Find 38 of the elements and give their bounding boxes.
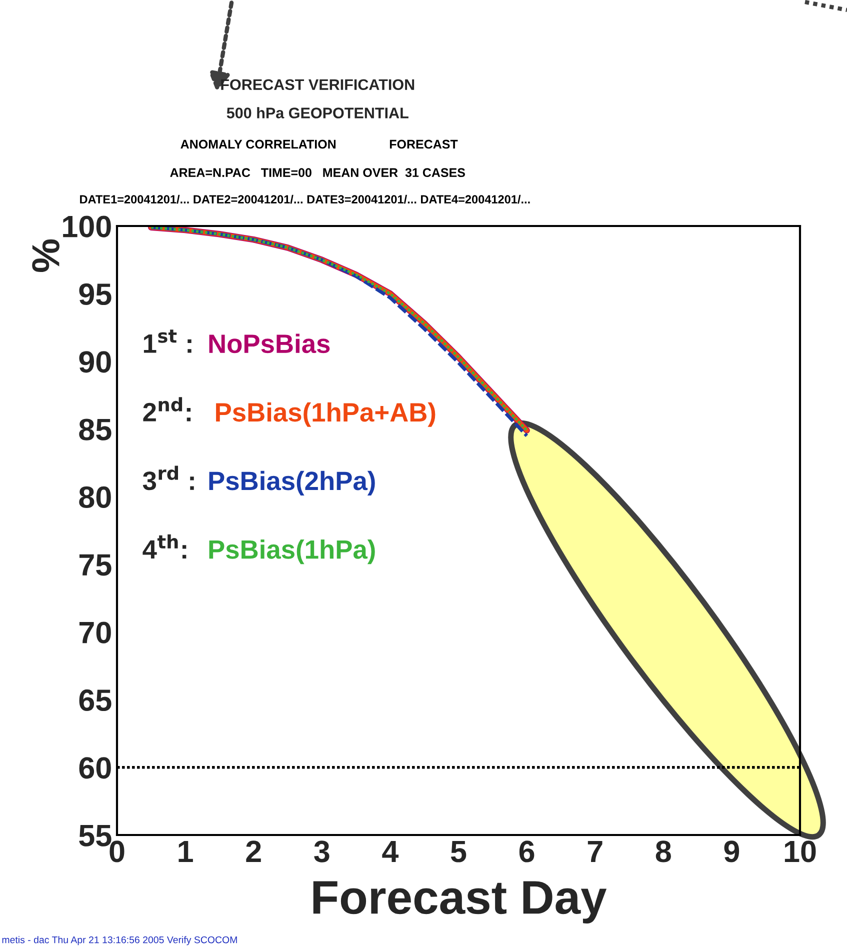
- y-tick-label: 60: [79, 757, 111, 779]
- text: DATE1=20041201/... DATE2=20041201/... DATE3=20041201/... DATE4=20041201/...: [80, 194, 530, 204]
- y-tick-label: 80: [79, 486, 111, 508]
- x-tick-label: 4: [382, 840, 399, 862]
- y-tick-label: 95: [79, 283, 112, 306]
- series-label: PsBias(1hPa+AB): [216, 402, 436, 427]
- x-tick-label: 6: [519, 840, 534, 862]
- y-axis-title: %: [32, 239, 60, 272]
- y-tick-label: 75: [79, 554, 112, 576]
- x-tick-label: 10: [784, 840, 816, 862]
- annotation: 2$^{nd}$:: [143, 397, 191, 422]
- x-tick-label: 3: [314, 840, 330, 862]
- y-tick-label: 55: [79, 825, 112, 846]
- x-tick-label: 7: [588, 840, 602, 862]
- y-tick-label: 70: [79, 622, 111, 644]
- x-tick-label: 5: [450, 840, 466, 862]
- x-tick-label: 1: [178, 840, 193, 862]
- text: ANOMALY CORRELATION: [180, 140, 336, 149]
- y-tick-label: 100: [63, 216, 111, 238]
- text: metis - dac Thu Apr 21 13:16:56 2005 Verify SCOCOM: [2, 936, 237, 946]
- x-tick-label: 2: [246, 840, 261, 862]
- y-tick-label: 90: [79, 351, 111, 373]
- y-tick-label: 65: [79, 689, 112, 712]
- annotation: 4$^{th}$:: [142, 534, 186, 558]
- text: NoPsBias: [209, 334, 330, 354]
- text: PsBias(2hPa): [209, 470, 375, 496]
- text: PsBias(1hPa): [209, 539, 375, 564]
- x-axis-title: Forecast Day: [313, 881, 607, 924]
- chart-title: FORECAST VERIFICATION: [221, 79, 414, 90]
- x-tick-label: 0: [110, 840, 124, 862]
- x-tick-label: 9: [724, 840, 740, 862]
- text: AREA=N.PAC TIME=00 MEAN OVER 31 CASES: [170, 168, 465, 178]
- chart-subtitle: 500 hPa GEOPOTENTIAL: [226, 107, 408, 118]
- y-tick-label: 85: [79, 418, 112, 440]
- annotation: 3$^{rd}$ :: [142, 466, 194, 490]
- text: FORECAST: [390, 140, 458, 149]
- x-tick-label: 8: [656, 840, 671, 862]
- annotation: 1$^{st}$ :: [144, 330, 192, 353]
